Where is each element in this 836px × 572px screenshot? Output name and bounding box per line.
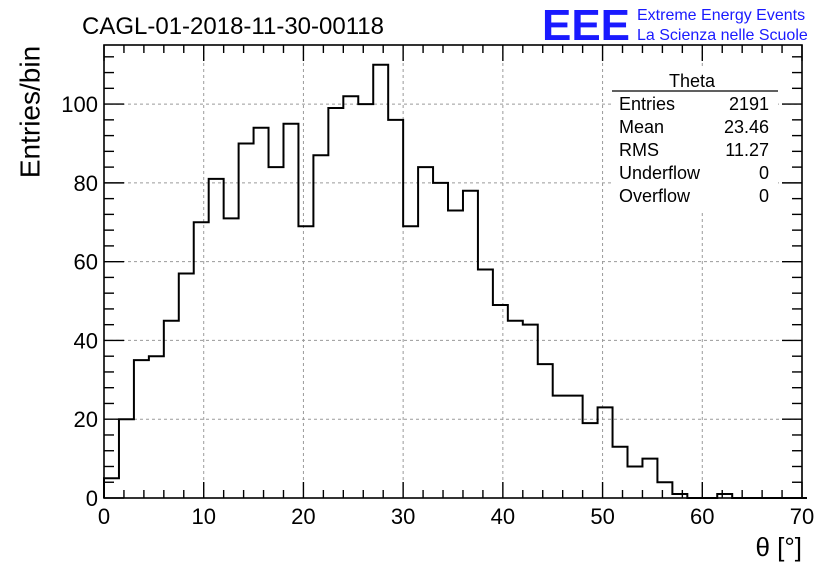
y-axis-label: Entries/bin [14,46,45,178]
x-tick-label: 0 [98,504,110,529]
stats-label: Underflow [619,163,701,183]
stats-label: Overflow [619,186,691,206]
x-axis-label: θ [°] [755,532,802,562]
stats-label: Mean [619,117,664,137]
x-tick-label: 70 [790,504,814,529]
y-tick-labels: 0 20 40 60 80 100 [61,92,98,511]
histogram-outline [103,63,807,499]
y-tick-label: 40 [74,328,98,353]
stats-value: 11.27 [725,140,769,160]
y-tick-label: 0 [86,486,98,511]
y-tick-label: 60 [74,250,98,275]
y-tick-label: 20 [74,407,98,432]
x-tick-label: 30 [391,504,415,529]
logo-line-2: La Scienza nelle Scuole [637,27,808,44]
plot-frame [103,44,803,499]
stats-box: Theta Entries 2191 Mean 23.46 RMS 11.27 Underf… [612,68,778,210]
x-tick-label: 60 [690,504,714,529]
stats-value: 2191 [729,94,769,114]
x-tick-label: 10 [191,504,215,529]
eee-logo: EEE [542,1,630,50]
stats-value: 23.46 [724,117,769,137]
stats-label: Entries [619,94,675,114]
logo-line-1: Extreme Energy Events [637,7,805,24]
x-tick-label: 20 [291,504,315,529]
axis-ticks [103,45,803,499]
y-tick-label: 80 [74,171,98,196]
stats-title: Theta [669,71,716,91]
x-tick-labels: 0 10 20 30 40 50 60 70 [98,504,814,529]
stats-value: 0 [759,163,769,183]
run-title: CAGL-01-2018-11-30-00118 [82,13,384,40]
y-tick-label: 100 [61,92,98,117]
stats-value: 0 [759,186,769,206]
x-tick-label: 50 [590,504,614,529]
stats-label: RMS [619,140,659,160]
x-tick-label: 40 [491,504,515,529]
